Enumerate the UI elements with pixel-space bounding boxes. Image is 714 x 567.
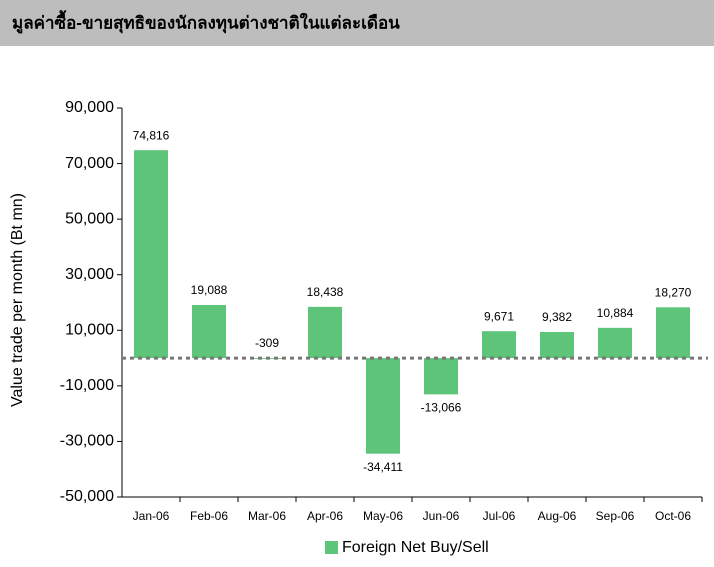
y-tick-label: 50,000	[65, 210, 114, 227]
value-label: 19,088	[191, 283, 228, 297]
value-label: -309	[255, 336, 279, 350]
y-tick-label: 90,000	[65, 99, 114, 116]
x-tick-label: Aug-06	[538, 509, 577, 523]
x-tick-label: May-06	[363, 509, 403, 523]
value-label: -13,066	[421, 401, 462, 415]
bar	[540, 332, 574, 359]
value-label: -34,411	[363, 460, 403, 474]
header-band	[0, 0, 714, 46]
value-label: 9,671	[484, 309, 514, 323]
bar	[656, 307, 690, 359]
value-label: 74,816	[133, 128, 170, 142]
x-tick-label: Sep-06	[596, 509, 635, 523]
y-tick-label: -10,000	[60, 377, 114, 394]
bar	[424, 358, 458, 395]
bar	[482, 331, 516, 359]
x-tick-label: Oct-06	[655, 509, 691, 523]
y-axis-label: Value trade per month (Bt mn)	[9, 193, 26, 407]
legend-label: Foreign Net Buy/Sell	[342, 539, 489, 556]
y-tick-label: 10,000	[65, 322, 114, 339]
x-tick-label: Mar-06	[248, 509, 286, 523]
chart-title: มูลค่าซื้อ-ขายสุทธิของนักลงทุนต่างชาติใน…	[12, 9, 400, 34]
x-tick-label: Jan-06	[133, 509, 170, 523]
x-tick-label: Jul-06	[483, 509, 516, 523]
value-label: 18,270	[655, 285, 692, 299]
value-label: 10,884	[597, 306, 634, 320]
bar	[308, 306, 342, 359]
value-label: 9,382	[542, 310, 572, 324]
y-tick-label: -50,000	[60, 488, 114, 505]
y-tick-label: -30,000	[60, 433, 114, 450]
y-tick-label: 30,000	[65, 266, 114, 283]
x-tick-label: Jun-06	[423, 509, 460, 523]
legend-swatch	[325, 541, 338, 554]
y-tick-label: 70,000	[65, 155, 114, 172]
bar	[598, 327, 632, 359]
bar	[192, 305, 226, 359]
x-tick-label: Apr-06	[307, 509, 343, 523]
bar	[134, 150, 168, 359]
x-tick-label: Feb-06	[190, 509, 228, 523]
value-label: 18,438	[307, 285, 344, 299]
bar	[366, 358, 400, 454]
